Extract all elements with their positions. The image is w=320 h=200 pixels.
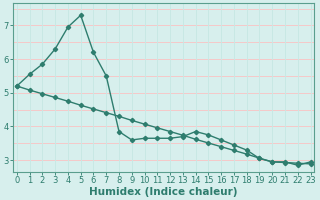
X-axis label: Humidex (Indice chaleur): Humidex (Indice chaleur) (90, 187, 238, 197)
